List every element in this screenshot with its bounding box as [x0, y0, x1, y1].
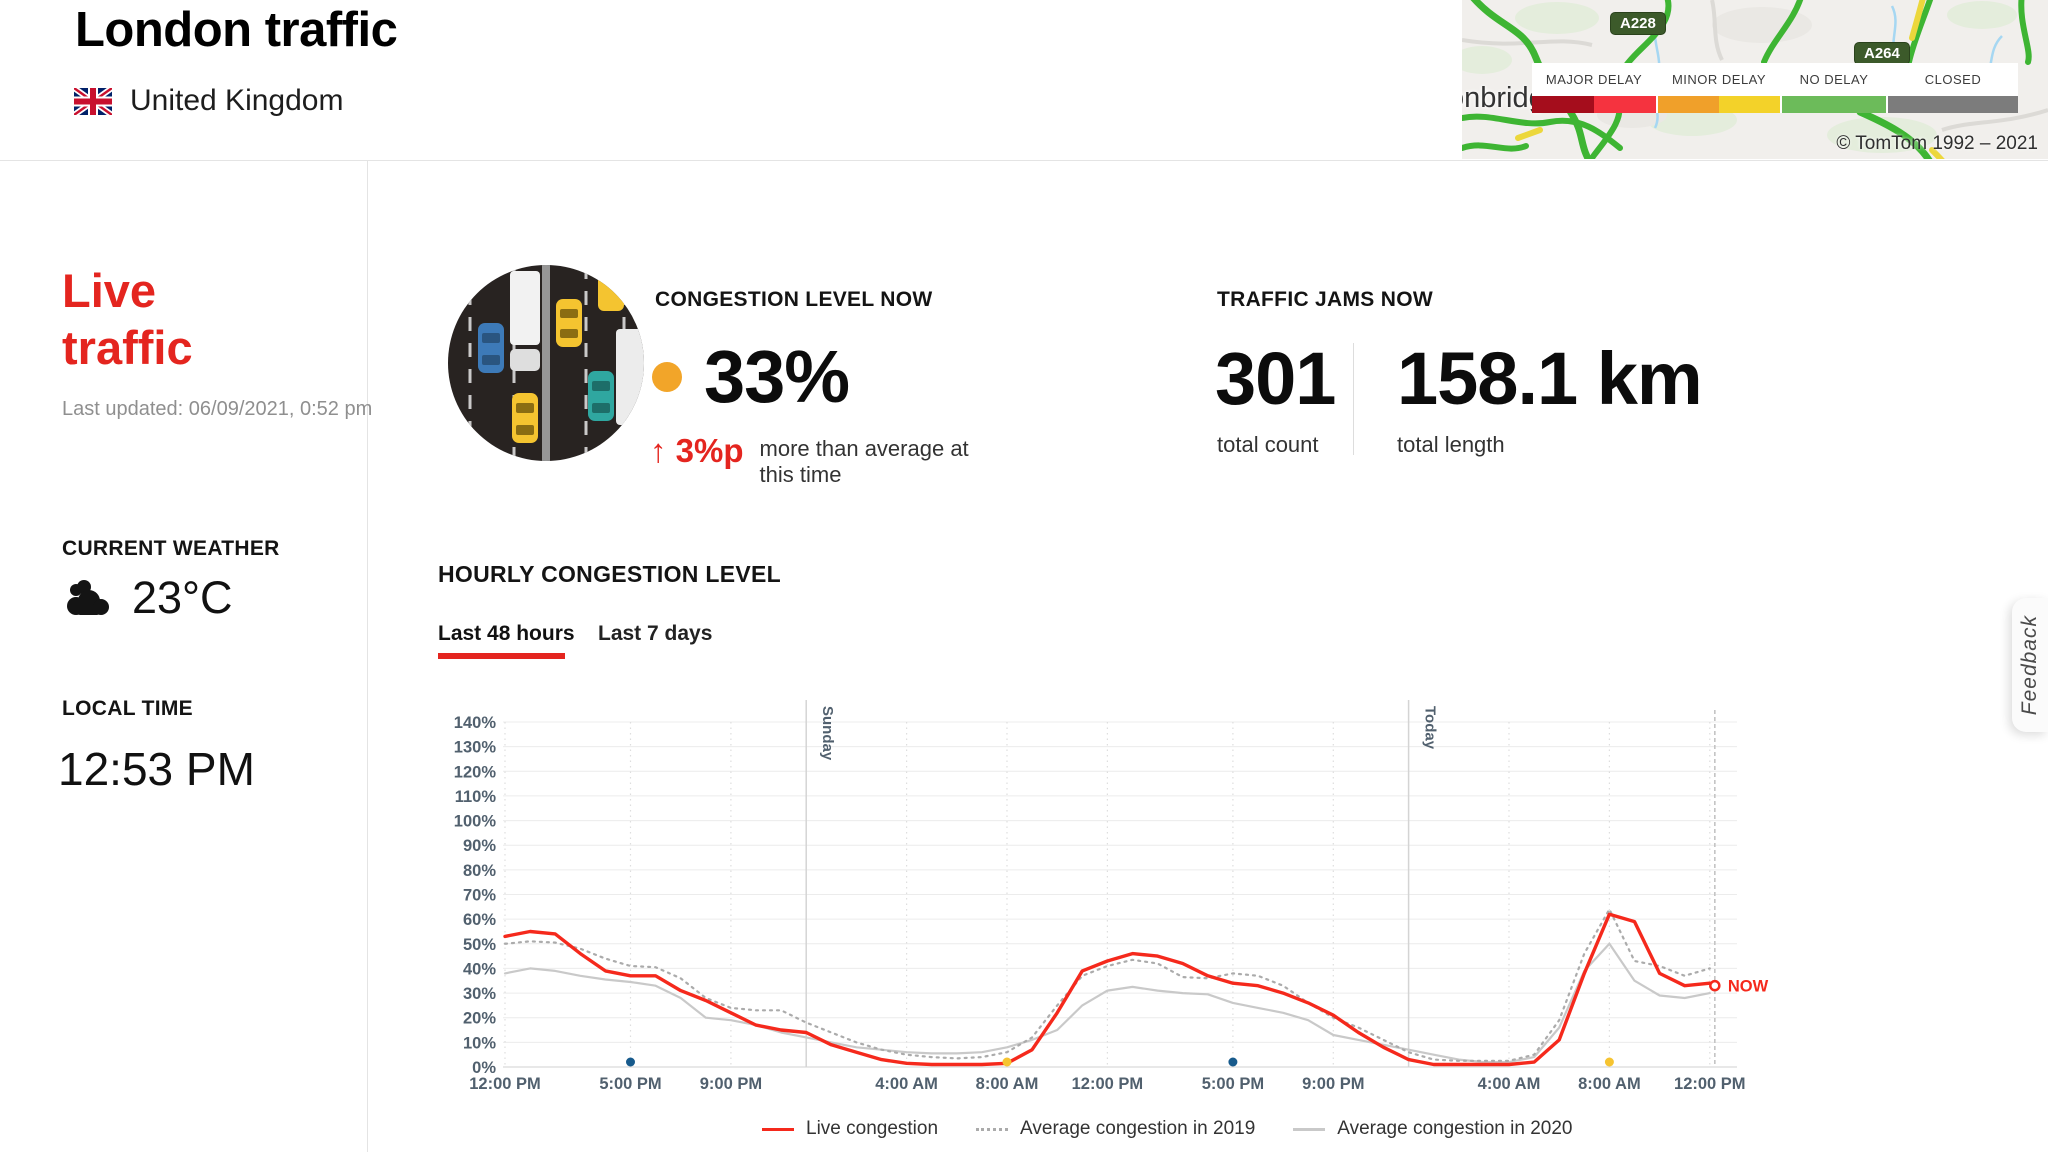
y-tick-label: 90%	[463, 837, 496, 855]
y-tick-label: 20%	[463, 1010, 496, 1028]
x-tick-label: 8:00 AM	[976, 1075, 1039, 1093]
now-label: NOW	[1728, 978, 1769, 996]
y-tick-label: 40%	[463, 960, 496, 978]
local-time-heading: LOCAL TIME	[62, 697, 193, 720]
y-tick-label: 60%	[463, 911, 496, 929]
jams-length-label: total length	[1397, 432, 1505, 457]
chart-legend-item: Live congestion	[762, 1118, 938, 1140]
active-tab-underline	[438, 653, 565, 659]
day-separator-label: Today	[1422, 706, 1439, 750]
live-traffic-title: Live traffic	[62, 264, 193, 375]
weather-row: 23°C	[62, 572, 233, 624]
country-label: United Kingdom	[130, 84, 344, 117]
jams-divider	[1353, 343, 1354, 455]
x-tick-label: 5:00 PM	[599, 1075, 661, 1093]
congestion-heading: CONGESTION LEVEL NOW	[655, 288, 933, 311]
y-tick-label: 140%	[454, 714, 497, 732]
x-tick-label: 4:00 AM	[875, 1075, 938, 1093]
feedback-label: Feedback	[2018, 614, 2041, 716]
last-updated-text: Last updated: 06/09/2021, 0:52 pm	[62, 398, 373, 420]
x-tick-label: 12:00 PM	[469, 1075, 541, 1093]
chart-legend-item: Average congestion in 2019	[976, 1118, 1255, 1140]
axis-marker-dot	[1228, 1057, 1238, 1067]
map-legend-cell: MINOR DELAY	[1658, 63, 1780, 113]
road-shield-a228: A228	[1610, 12, 1666, 35]
map-canvas	[1462, 0, 2048, 159]
chart-legend: Live congestion Average congestion in 201…	[762, 1118, 1572, 1140]
chart-legend-item: Average congestion in 2020	[1293, 1118, 1572, 1140]
y-tick-label: 10%	[463, 1034, 496, 1052]
tab-last-48-hours[interactable]: Last 48 hours	[438, 622, 575, 645]
current-weather-heading: CURRENT WEATHER	[62, 537, 280, 560]
series-live-congestion	[503, 912, 1712, 1067]
axis-marker-dot	[1604, 1057, 1614, 1067]
jams-heading: TRAFFIC JAMS NOW	[1217, 288, 1433, 311]
hourly-congestion-chart: 0% 10% 20% 30% 40% 50% 60% 70% 80% 90% 100% 110% 120…	[454, 700, 1769, 1093]
y-tick-label: 30%	[463, 985, 496, 1003]
y-tick-label: 110%	[455, 788, 497, 806]
y-tick-label: 50%	[463, 936, 496, 954]
axis-marker-dot	[626, 1057, 635, 1067]
y-tick-label: 100%	[454, 813, 497, 831]
temperature-value: 23°C	[132, 572, 233, 623]
y-tick-label: 0%	[472, 1059, 496, 1077]
map-delay-legend: MAJOR DELAY MINOR DELAY NO DELAY CLOSED	[1532, 63, 2018, 113]
x-tick-label: 8:00 AM	[1578, 1075, 1641, 1093]
map-legend-cell: CLOSED	[1888, 63, 2018, 113]
x-tick-label: 4:00 AM	[1478, 1075, 1541, 1093]
jams-length: 158.1 km	[1397, 337, 1703, 420]
congestion-status-dot	[652, 362, 682, 392]
congestion-value-row: 33%	[652, 335, 850, 418]
uk-flag-icon	[74, 87, 112, 115]
x-tick-label: 12:00 PM	[1674, 1075, 1746, 1093]
congestion-value: 33%	[704, 335, 850, 418]
local-time-value: 12:53 PM	[58, 743, 255, 795]
series-average-congestion-in-2020	[503, 942, 1711, 1064]
y-tick-label: 80%	[463, 862, 496, 880]
map-legend-cell: NO DELAY	[1782, 63, 1886, 113]
country-row: United Kingdom	[74, 84, 343, 118]
traffic-illustration	[448, 265, 644, 461]
congestion-delta-row: ↑ 3%p more than average at this time	[650, 432, 975, 489]
y-tick-label: 120%	[454, 763, 497, 781]
cloud-icon	[62, 579, 112, 617]
series-average-congestion-in-2019	[503, 908, 1711, 1062]
up-arrow-icon: ↑	[650, 432, 667, 469]
map-legend-cell: MAJOR DELAY	[1532, 63, 1656, 113]
x-tick-label: 12:00 PM	[1072, 1075, 1144, 1093]
jams-count: 301	[1215, 337, 1336, 420]
y-tick-label: 70%	[463, 886, 496, 904]
y-tick-label: 130%	[454, 739, 497, 757]
road-shield-a264: A264	[1854, 42, 1910, 65]
car-illustrations	[478, 299, 614, 443]
congestion-delta: ↑ 3%p	[650, 432, 744, 469]
day-separator-label: Sunday	[819, 706, 836, 761]
sidebar-divider	[367, 160, 368, 1152]
map-copyright: © TomTom 1992 – 2021	[1836, 133, 2038, 154]
now-marker	[1709, 979, 1721, 992]
page-title: London traffic	[75, 3, 398, 57]
feedback-tab[interactable]: Feedback	[2012, 598, 2048, 732]
x-tick-label: 9:00 PM	[1302, 1075, 1364, 1093]
truck-illustration	[510, 271, 644, 425]
x-tick-label: 9:00 PM	[700, 1075, 762, 1093]
x-tick-label: 5:00 PM	[1202, 1075, 1264, 1093]
chart-heading: HOURLY CONGESTION LEVEL	[438, 561, 782, 587]
congestion-delta-note: more than average at this time	[759, 436, 969, 488]
jams-count-label: total count	[1217, 432, 1319, 457]
axis-marker-dot	[1002, 1057, 1012, 1067]
slow-traffic-segments	[1515, 0, 1945, 159]
tab-last-7-days[interactable]: Last 7 days	[598, 622, 713, 645]
